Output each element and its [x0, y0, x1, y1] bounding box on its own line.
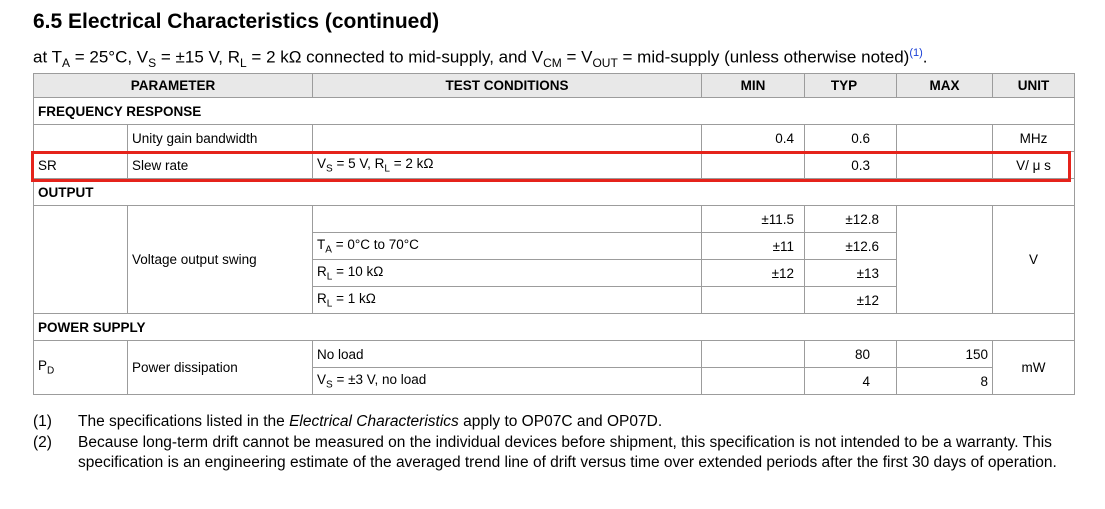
typ-value: 0.6	[804, 124, 898, 152]
min-value: 0.4	[701, 124, 806, 152]
section-frequency-response: FREQUENCY RESPONSE	[32, 97, 1076, 125]
parameter-name: Voltage output swing	[126, 205, 314, 314]
header-unit: UNIT	[992, 73, 1076, 98]
header-parameter: PARAMETER	[32, 73, 314, 98]
footnote-2: (2) Because long-term drift cannot be me…	[33, 433, 1068, 474]
typ-value: 0.3	[804, 151, 898, 179]
table-row: VS = ±3 V, no load 4 8	[34, 367, 1075, 395]
footnote-text: The specifications listed in the Electri…	[78, 413, 663, 430]
table-row-slew-rate: SR Slew rate VS = 5 V, RL = 2 kΩ 0.3 V/ …	[33, 151, 1076, 179]
min-value: ±11	[701, 232, 806, 260]
condition-cell	[312, 205, 703, 233]
footnote-1: (1) The specifications listed in the Ele…	[33, 412, 1068, 433]
typ-value: ±12	[804, 286, 898, 314]
parameter-name: Slew rate	[126, 151, 314, 179]
typ-value: ±12.8	[804, 205, 898, 233]
min-value	[701, 340, 806, 368]
min-value	[701, 151, 806, 179]
condition-cell	[312, 124, 703, 152]
symbol-cell	[33, 124, 128, 152]
section-row: POWER SUPPLY	[32, 313, 1076, 341]
max-value: 8	[896, 367, 994, 395]
max-value: 150	[896, 340, 994, 368]
typ-value: 80	[804, 340, 898, 368]
section-row: FREQUENCY RESPONSE	[32, 97, 1076, 125]
condition-cell: RL = 10 kΩ	[312, 259, 703, 287]
condition-cell: No load	[312, 340, 703, 368]
condition-cell: VS = ±3 V, no load	[312, 367, 703, 395]
parameter-name: Power dissipation	[126, 340, 314, 395]
section-title: 6.5 Electrical Characteristics (continue…	[33, 10, 440, 33]
min-value	[701, 367, 806, 395]
unit-value: V/ μ s	[992, 151, 1076, 179]
electrical-characteristics-table: PARAMETER TEST CONDITIONS MIN TYP MAX UN…	[32, 73, 1076, 395]
section-power-supply: POWER SUPPLY	[32, 313, 1076, 341]
typ-value: ±13	[804, 259, 898, 287]
footnote-number: (2)	[33, 433, 52, 451]
section-output: OUTPUT	[32, 178, 1076, 206]
table-row: RL = 10 kΩ ±12 ±13	[34, 259, 1075, 287]
min-value: ±11.5	[701, 205, 806, 233]
symbol-cell: SR	[33, 151, 128, 179]
typ-value: 4	[804, 367, 898, 395]
table-row: Unity gain bandwidth 0.4 0.6 MHz	[33, 124, 1076, 152]
symbol-cell	[33, 205, 128, 314]
max-value	[896, 151, 994, 179]
parameter-name: Unity gain bandwidth	[126, 124, 314, 152]
section-row: OUTPUT	[32, 178, 1076, 206]
condition-cell: VS = 5 V, RL = 2 kΩ	[312, 151, 703, 179]
footnote-number: (1)	[33, 413, 52, 430]
table-row: Voltage output swing ±11.5 ±12.8 V	[33, 205, 1076, 314]
max-value	[896, 124, 994, 152]
min-value: ±12	[701, 259, 806, 287]
unit-value: V	[992, 205, 1076, 314]
max-value	[896, 205, 994, 314]
test-conditions-line: at TA = 25°C, VS = ±15 V, RL = 2 kΩ conn…	[33, 47, 928, 71]
footnotes: (1) The specifications listed in the Ele…	[33, 412, 1068, 474]
table-row: PD Power dissipation No load 80 150 mW	[33, 340, 1076, 395]
header-test-conditions: TEST CONDITIONS	[312, 73, 703, 98]
min-value	[701, 286, 806, 314]
header-min: MIN	[701, 73, 806, 98]
unit-value: MHz	[992, 124, 1076, 152]
header-typ: TYP	[804, 73, 898, 98]
condition-cell: TA = 0°C to 70°C	[312, 232, 703, 260]
table-header-row: PARAMETER TEST CONDITIONS MIN TYP MAX UN…	[32, 73, 1076, 98]
unit-value: mW	[992, 340, 1076, 395]
typ-value: ±12.6	[804, 232, 898, 260]
symbol-cell: PD	[33, 340, 128, 395]
header-max: MAX	[896, 73, 994, 98]
condition-cell: RL = 1 kΩ	[312, 286, 703, 314]
footnote-ref-link[interactable]: (1)	[909, 47, 923, 59]
footnote-text: Because long-term drift cannot be measur…	[78, 433, 1057, 472]
